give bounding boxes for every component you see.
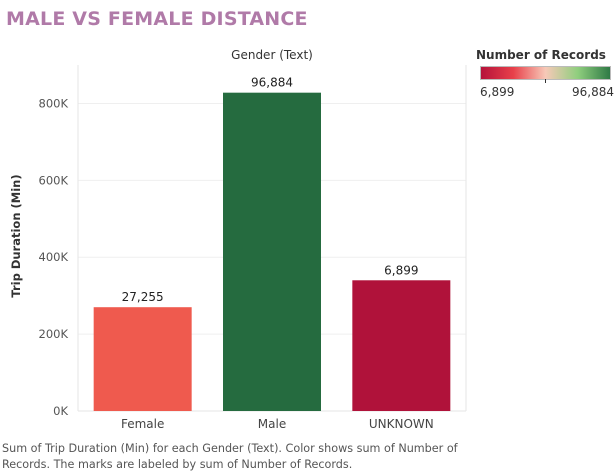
- y-axis-title: Trip Duration (Min): [9, 174, 23, 297]
- data-label-female: 27,255: [122, 290, 164, 304]
- x-axis-title: Gender (Text): [231, 48, 313, 62]
- bar-female[interactable]: [93, 307, 192, 411]
- y-tick-labels: 0K 200K 400K 600K 800K: [39, 96, 69, 418]
- bar-unknown[interactable]: [352, 280, 451, 411]
- legend-tick: [545, 79, 546, 83]
- chart-caption: Sum of Trip Duration (Min) for each Gend…: [2, 442, 458, 471]
- data-label-male: 96,884: [251, 76, 293, 90]
- y-tick-label: 800K: [39, 96, 69, 110]
- bars: [93, 92, 451, 412]
- x-tick-label-female: Female: [121, 417, 164, 431]
- legend-title: Number of Records: [476, 48, 606, 62]
- x-tick-labels: Female Male UNKNOWN: [121, 417, 434, 431]
- data-label-unknown: 6,899: [384, 263, 418, 277]
- x-tick-label-male: Male: [258, 417, 286, 431]
- y-tick-label: 400K: [39, 250, 69, 264]
- x-tick-label-unknown: UNKNOWN: [369, 417, 434, 431]
- data-labels: 27,255 96,884 6,899: [122, 76, 419, 305]
- bar-chart: 0K 200K 400K 600K 800K 27,255 96,884 6,899 Fem…: [9, 48, 467, 431]
- legend-min-label: 6,899: [480, 85, 515, 99]
- bar-male[interactable]: [223, 92, 321, 412]
- y-tick-label: 200K: [39, 327, 69, 341]
- y-tick-label: 600K: [39, 173, 69, 187]
- legend-color-ramp: [480, 66, 611, 80]
- y-tick-label: 0K: [53, 404, 68, 418]
- page-title: MALE VS FEMALE DISTANCE: [6, 8, 308, 30]
- legend-max-label: 96,884: [572, 85, 614, 99]
